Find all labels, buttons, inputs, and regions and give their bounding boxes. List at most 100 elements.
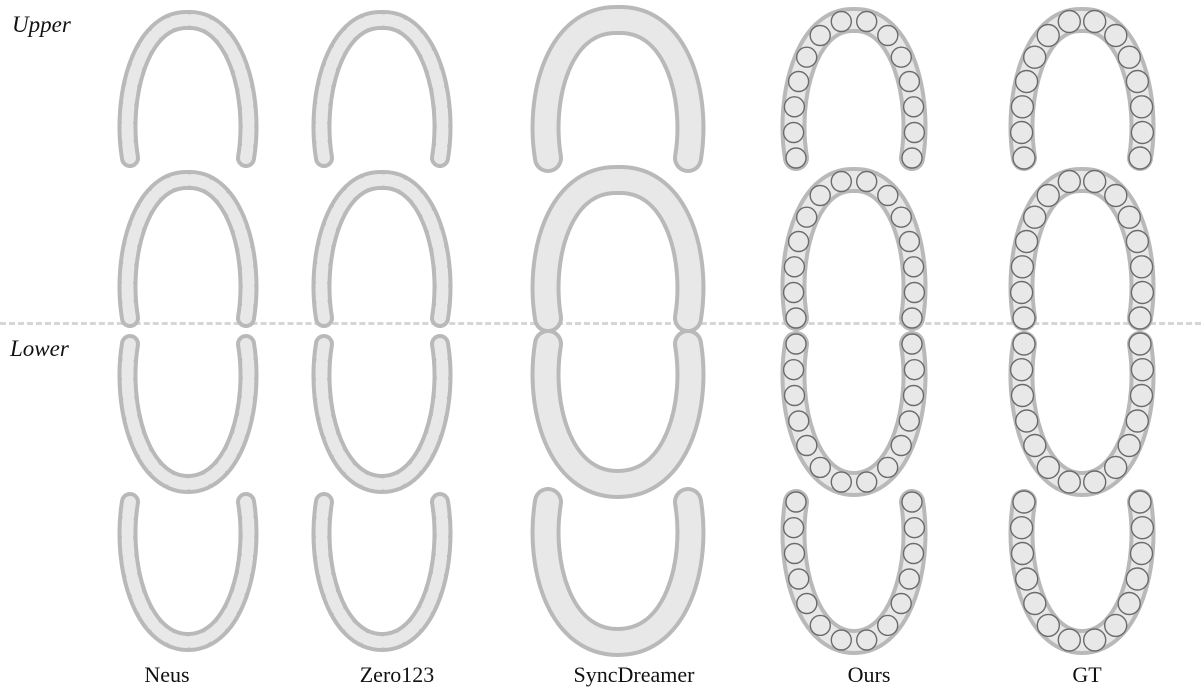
tooth	[1036, 613, 1061, 638]
tooth	[1130, 516, 1155, 540]
tooth	[788, 568, 810, 590]
column-label-syncdreamer: SyncDreamer	[573, 662, 695, 687]
tooth	[830, 10, 853, 33]
tooth	[902, 542, 925, 565]
tooth	[1012, 146, 1036, 170]
tooth	[1010, 95, 1035, 119]
tooth	[787, 230, 810, 253]
arch-lower-2-zero123	[282, 492, 482, 653]
tooth	[1036, 183, 1060, 208]
arch-upper-2-zero123	[282, 168, 482, 328]
column-label-neus: Neus	[144, 662, 190, 687]
tooth	[1009, 120, 1034, 145]
column-label-gt: GT	[1072, 662, 1102, 687]
tooth	[1012, 306, 1036, 330]
upper-lower-divider	[0, 322, 1201, 325]
tooth	[890, 206, 913, 228]
arch-surface	[534, 333, 702, 496]
arch-upper-2-syncdreamer	[518, 165, 718, 333]
tooth	[1057, 169, 1082, 194]
arch-surface	[121, 338, 255, 491]
tooth	[785, 307, 807, 329]
tooth	[796, 592, 818, 615]
tooth	[782, 121, 805, 144]
tooth	[788, 410, 810, 432]
tooth	[785, 333, 807, 355]
tooth	[830, 471, 853, 493]
tooth	[1036, 23, 1060, 48]
arch-lower-1-neus	[88, 334, 288, 495]
arch-surface	[315, 338, 449, 491]
tooth	[785, 491, 807, 513]
tooth	[1117, 45, 1142, 69]
arch-surface	[534, 8, 702, 169]
arch-surface	[121, 496, 255, 649]
tooth	[898, 568, 921, 590]
arch-upper-1-ours	[754, 7, 954, 171]
arch-surface	[534, 491, 702, 654]
tooth	[1128, 306, 1152, 330]
tooth	[877, 24, 899, 47]
tooth	[1128, 146, 1152, 170]
tooth	[783, 256, 806, 278]
arch-lower-1-zero123	[282, 334, 482, 495]
tooth	[1129, 255, 1154, 279]
tooth	[1014, 69, 1039, 94]
tooth	[1117, 591, 1141, 616]
tooth	[1082, 9, 1107, 34]
tooth	[877, 184, 899, 207]
tooth	[1023, 591, 1047, 616]
tooth	[1023, 205, 1047, 229]
arch-lower-1-syncdreamer	[518, 329, 718, 500]
tooth	[1082, 628, 1107, 652]
arch-surface	[315, 173, 449, 324]
arch-upper-1-syncdreamer	[518, 5, 718, 173]
row-label-upper: Upper	[12, 12, 71, 37]
tooth	[855, 10, 878, 33]
tooth	[855, 471, 878, 493]
tooth	[901, 333, 923, 355]
arch-surface	[315, 13, 449, 164]
column-label-zero123: Zero123	[359, 662, 435, 687]
tooth	[782, 517, 805, 539]
tooth	[902, 256, 925, 278]
arch-upper-2-gt	[982, 167, 1182, 331]
reconstruction-grid	[88, 5, 1182, 658]
tooth	[1125, 69, 1150, 94]
tooth	[1009, 358, 1034, 382]
arch-lower-2-syncdreamer	[518, 487, 718, 658]
tooth	[1104, 23, 1128, 48]
arch-upper-2-neus	[88, 168, 288, 328]
tooth	[1057, 628, 1082, 652]
tooth	[898, 230, 921, 253]
tooth	[1057, 9, 1082, 34]
tooth	[1082, 470, 1107, 494]
tooth	[785, 147, 807, 169]
tooth	[1125, 567, 1150, 591]
tooth	[1015, 567, 1039, 591]
tooth	[783, 96, 806, 118]
tooth	[1128, 490, 1152, 514]
tooth	[855, 170, 878, 193]
tooth	[830, 170, 853, 193]
tooth	[1023, 433, 1047, 458]
tooth	[783, 542, 806, 565]
arch-surface	[121, 13, 255, 164]
tooth	[1129, 541, 1154, 566]
tooth	[1057, 470, 1082, 494]
arch-surface	[121, 173, 255, 324]
tooth	[890, 592, 912, 615]
arch-lower-2-neus	[88, 492, 288, 653]
tooth	[782, 281, 805, 304]
tooth	[1010, 541, 1035, 566]
arch-surface	[315, 496, 449, 649]
tooth	[902, 96, 925, 118]
tooth	[1009, 280, 1034, 305]
tooth	[903, 281, 926, 304]
tooth	[796, 206, 818, 228]
tooth	[1082, 169, 1107, 194]
tooth	[1130, 358, 1155, 382]
tooth	[855, 629, 878, 651]
tooth	[1012, 490, 1036, 514]
tooth	[1014, 229, 1039, 254]
